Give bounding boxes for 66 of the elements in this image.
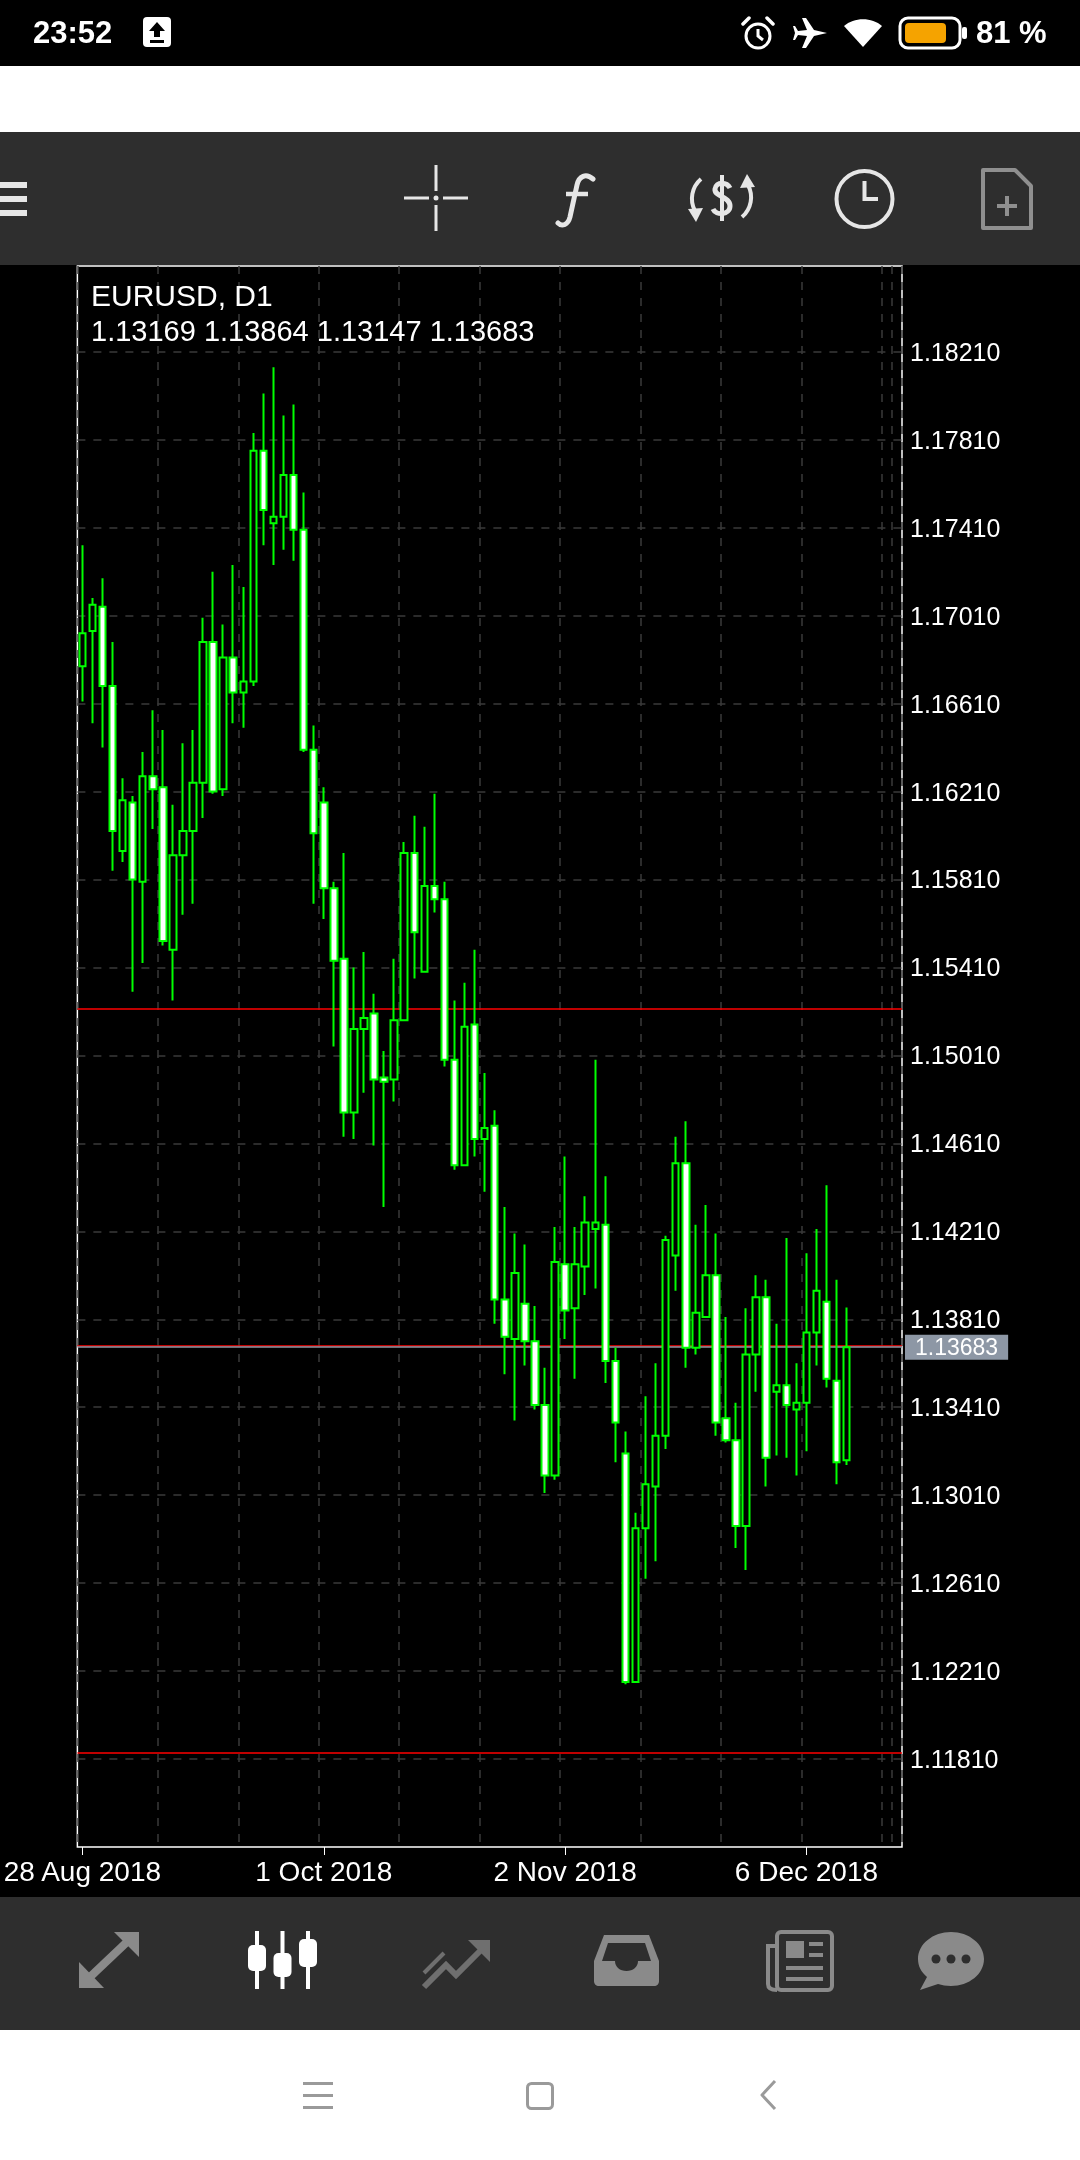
candlestick [450,999,459,1171]
candlestick [98,577,107,749]
candlestick [470,948,479,1158]
candlestick [490,1109,499,1325]
candlestick [601,1175,610,1385]
y-tick-label: 1.15410 [910,953,1001,982]
candlestick [631,1511,640,1684]
candlestick [832,1278,841,1486]
candlestick [118,777,127,863]
candlestick [671,1135,680,1292]
candlestick [822,1184,831,1389]
y-tick-label: 1.12610 [910,1569,1001,1598]
y-tick-label: 1.15810 [910,865,1001,894]
candlestick [88,597,97,725]
candlestick [782,1236,791,1459]
text: 81 % [976,15,1047,51]
y-tick-label: 1.16610 [910,689,1001,718]
x-tick-label: 6 Dec 2018 [734,1855,879,1887]
candlestick [812,1228,821,1367]
candlestick [772,1322,781,1457]
ref-line-label: 1.13683 [915,1334,999,1361]
y-tick-label: 1.13410 [910,1393,1001,1422]
candlestick [279,414,288,551]
candlestick [128,794,137,993]
candlestick [289,403,298,562]
x-tick-label: 28 Aug 2018 [3,1855,162,1887]
candlestick [460,981,469,1167]
text: 23:52 [33,15,113,51]
candlestick [440,880,449,1068]
candlestick [651,1362,660,1563]
candlestick [239,586,248,729]
candlestick [480,1071,489,1193]
x-tick-label: 1 Oct 2018 [255,1855,393,1887]
chart-title: EURUSD, D1 [91,278,273,312]
candlestick [792,1362,801,1477]
text: 1.13169 1.13864 1.13147 1.13683 [91,314,535,347]
y-tick-label: 1.13010 [910,1481,1001,1510]
y-tick-label: 1.16210 [910,777,1001,806]
candlestick [410,814,419,980]
candlestick [842,1306,851,1467]
candlestick [802,1252,811,1453]
candlestick [108,641,117,872]
y-tick-label: 1.13810 [910,1305,1001,1334]
candlestick [249,432,258,687]
y-tick-label: 1.14210 [910,1217,1001,1246]
x-tick-label: 2 Nov 2018 [493,1855,637,1887]
candlestick [591,1058,600,1290]
y-tick-label: 1.17410 [910,513,1001,542]
candlestick [611,1346,620,1464]
y-tick-label: 1.18210 [910,337,1001,366]
candlestick [641,1395,650,1580]
candlestick [420,825,429,973]
candlestick [299,491,308,753]
y-tick-label: 1.12210 [910,1657,1001,1686]
y-tick-label: 1.14610 [910,1129,1001,1158]
candlestick [269,366,278,567]
y-tick-label: 1.17010 [910,601,1001,630]
candlestick [621,1430,630,1686]
candlestick [661,1234,670,1450]
candlestick [138,750,147,965]
candlestick [309,724,318,905]
y-tick-label: 1.15010 [910,1041,1001,1070]
candlestick [430,792,439,914]
y-tick-label: 1.17810 [910,425,1001,454]
candlestick [259,392,268,547]
y-tick-label: 1.11810 [910,1745,999,1774]
